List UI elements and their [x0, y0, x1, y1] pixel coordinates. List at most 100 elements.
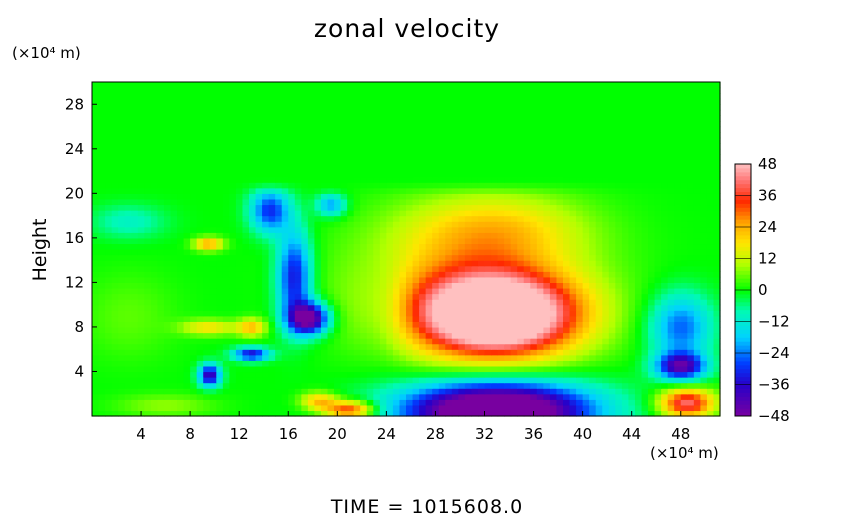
heatmap-cell [497, 260, 505, 267]
heatmap-cell [445, 299, 453, 306]
heatmap-cell [301, 137, 309, 144]
heatmap-cell [307, 304, 316, 311]
heatmap-cell [661, 171, 669, 178]
heatmap-cell [464, 215, 473, 222]
heatmap-cell [275, 399, 283, 406]
heatmap-cell [314, 343, 322, 350]
heatmap-cell [517, 265, 525, 272]
heatmap-cell [255, 154, 263, 161]
heatmap-cell [438, 232, 446, 239]
heatmap-cell [366, 276, 374, 283]
heatmap-cell [249, 243, 257, 250]
heatmap-cell [549, 360, 558, 367]
heatmap-cell [464, 343, 473, 350]
heatmap-cell [693, 143, 701, 150]
heatmap-cell [229, 198, 237, 206]
heatmap-cell [150, 132, 159, 139]
heatmap-cell [445, 210, 453, 217]
heatmap-cell [124, 187, 132, 194]
heatmap-cell [249, 349, 257, 356]
heatmap-cell [706, 265, 715, 272]
heatmap-cell [425, 271, 433, 278]
heatmap-cell [235, 165, 244, 172]
heatmap-cell [242, 237, 250, 245]
heatmap-cell [536, 287, 544, 295]
heatmap-cell [602, 132, 610, 139]
heatmap-cell [399, 143, 407, 150]
heatmap-cell [235, 159, 244, 167]
heatmap-cell [406, 226, 414, 233]
heatmap-cell [216, 338, 224, 345]
heatmap-cell [177, 210, 185, 217]
heatmap-cell [536, 343, 544, 350]
heatmap-cell [471, 165, 479, 172]
heatmap-cell [222, 249, 230, 256]
heatmap-cell [177, 132, 185, 139]
heatmap-cell [648, 388, 656, 395]
heatmap-cell [275, 232, 283, 239]
heatmap-cell [157, 271, 165, 278]
heatmap-cell [366, 226, 374, 233]
heatmap-cell [209, 282, 217, 289]
heatmap-cell [216, 377, 224, 384]
heatmap-cell [373, 404, 381, 412]
heatmap-cell [177, 343, 185, 350]
heatmap-cell [563, 388, 571, 395]
heatmap-cell [687, 176, 695, 183]
heatmap-cell [177, 198, 185, 206]
heatmap-cell [111, 204, 119, 211]
heatmap-cell [242, 393, 250, 400]
heatmap-cell [589, 382, 597, 389]
heatmap-cell [700, 237, 708, 245]
heatmap-cell [242, 210, 250, 217]
heatmap-cell [288, 165, 296, 172]
heatmap-cell [353, 254, 361, 261]
heatmap-cell [687, 399, 695, 406]
heatmap-cell [687, 287, 695, 295]
heatmap-cell [425, 315, 433, 322]
heatmap-cell [347, 187, 355, 194]
heatmap-cell [314, 388, 322, 395]
heatmap-cell [608, 399, 616, 406]
heatmap-cell [209, 221, 217, 228]
heatmap-cell [661, 260, 669, 267]
heatmap-cell [275, 221, 283, 228]
heatmap-cell [661, 326, 669, 334]
heatmap-cell [621, 399, 630, 406]
heatmap-cell [262, 171, 270, 178]
heatmap-cell [216, 260, 224, 267]
heatmap-cell [549, 338, 558, 345]
heatmap-cell [131, 254, 139, 261]
heatmap-cell [536, 165, 544, 172]
heatmap-cell [569, 193, 577, 200]
heatmap-cell [379, 260, 387, 267]
heatmap-cell [693, 187, 701, 194]
heatmap-cell [190, 265, 198, 272]
heatmap-cell [111, 137, 119, 144]
heatmap-cell [576, 260, 584, 267]
heatmap-cell [595, 382, 603, 389]
heatmap-cell [131, 282, 139, 289]
heatmap-cell [137, 404, 145, 412]
heatmap-cell [458, 215, 466, 222]
heatmap-cell [229, 293, 237, 300]
heatmap-cell [360, 371, 368, 378]
heatmap-cell [150, 221, 159, 228]
heatmap-cell [680, 321, 688, 328]
heatmap-cell [491, 282, 499, 289]
heatmap-cell [556, 321, 564, 328]
heatmap-cell [706, 287, 715, 295]
heatmap-cell [523, 137, 531, 144]
heatmap-cell [118, 154, 126, 161]
heatmap-cell [157, 182, 165, 189]
heatmap-cell [563, 365, 571, 373]
heatmap-cell [150, 271, 159, 278]
heatmap-cell [320, 171, 329, 178]
heatmap-cell [98, 271, 106, 278]
heatmap-cell [425, 293, 433, 300]
heatmap-cell [693, 326, 701, 334]
heatmap-cell [595, 338, 603, 345]
heatmap-cell [288, 276, 296, 283]
heatmap-cell [196, 310, 204, 317]
heatmap-cell [464, 249, 473, 256]
